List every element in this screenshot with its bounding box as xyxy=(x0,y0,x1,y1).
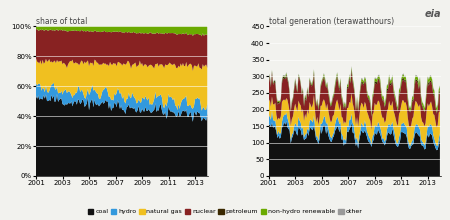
Legend: coal, hydro, natural gas, nuclear, petroleum, non-hydro renewable, other: coal, hydro, natural gas, nuclear, petro… xyxy=(85,206,365,217)
Text: eia: eia xyxy=(424,9,441,19)
Text: total generation (terawatthours): total generation (terawatthours) xyxy=(269,17,394,26)
Text: share of total: share of total xyxy=(36,17,87,26)
